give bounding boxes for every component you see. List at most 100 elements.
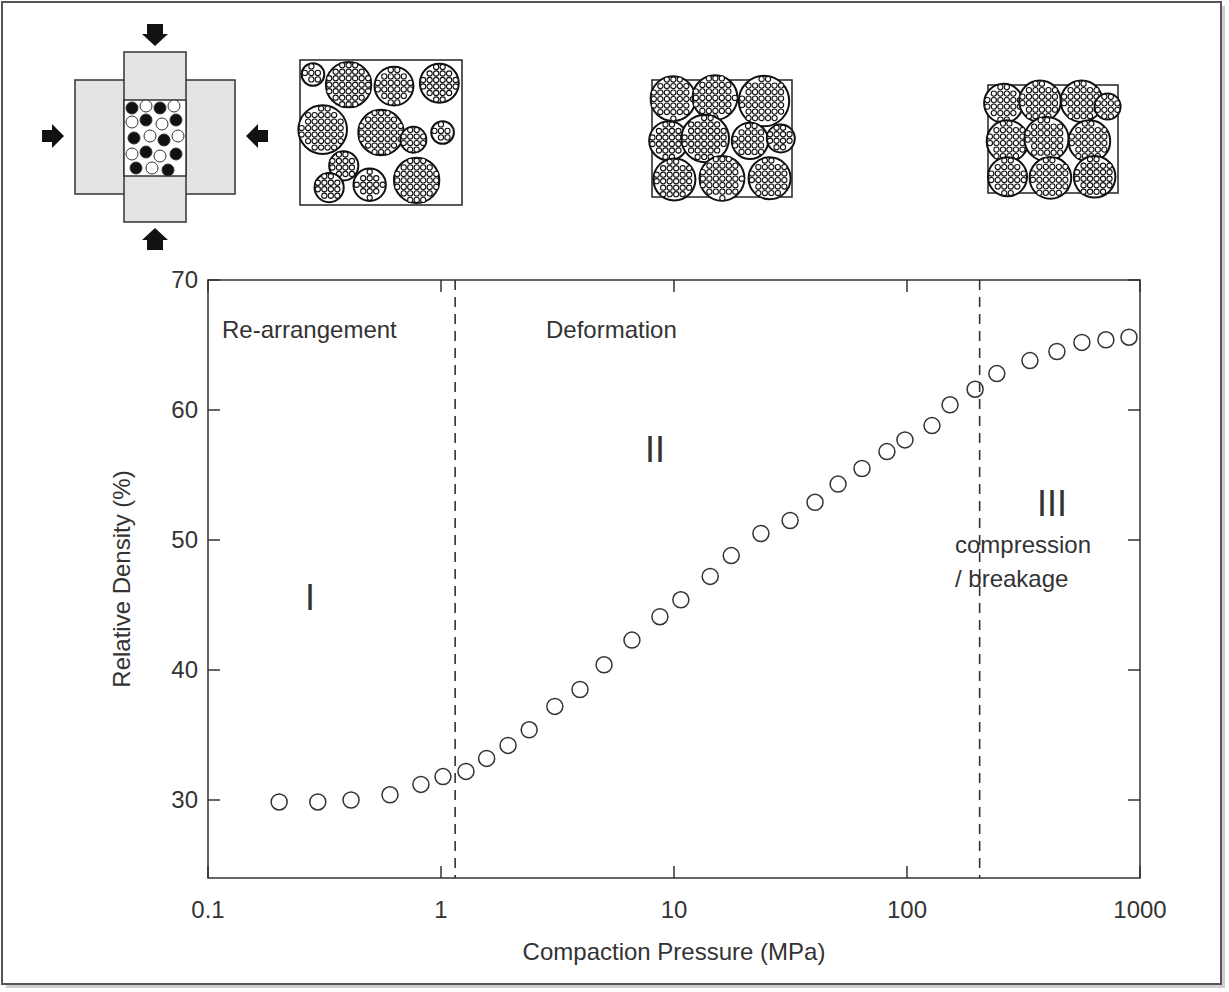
data-point: [1121, 329, 1137, 345]
data-point: [1098, 332, 1114, 348]
powder-particle: [170, 114, 182, 126]
data-point: [854, 461, 870, 477]
y-tick-label: 70: [171, 266, 198, 293]
x-tick-label: 0.1: [191, 896, 224, 923]
region-name: Re-arrangement: [222, 316, 397, 343]
granule: [651, 76, 696, 121]
x-tick-top: [440, 280, 442, 292]
powder-particle: [140, 114, 152, 126]
granule: [302, 63, 325, 86]
granule: [400, 127, 426, 153]
x-tick: [207, 866, 209, 878]
data-point: [521, 722, 537, 738]
arrow: [42, 124, 64, 148]
granule: [375, 67, 414, 106]
powder-particle: [168, 100, 180, 112]
powder-particle: [128, 132, 140, 144]
granule: [315, 173, 344, 202]
region-boundary: [454, 280, 456, 878]
x-tick-top: [673, 280, 675, 292]
region-name: Deformation: [546, 316, 677, 343]
y-tick-label: 30: [171, 786, 198, 813]
data-point: [1049, 344, 1065, 360]
x-tick-label: 10: [661, 896, 688, 923]
x-tick-label: 1: [434, 896, 447, 923]
illustrations: [42, 24, 1121, 250]
arrow: [142, 228, 168, 250]
y-tick: [208, 279, 220, 281]
x-tick-top: [207, 280, 209, 292]
data-point: [547, 698, 563, 714]
figure: 0.111010010003040506070Compaction Pressu…: [0, 0, 1229, 992]
region-numeral: I: [305, 577, 315, 618]
y-axis-title: Relative Density (%): [108, 470, 135, 687]
frame: [2, 2, 1221, 984]
powder-particle: [162, 164, 174, 176]
granule: [298, 105, 347, 154]
y-tick: [208, 669, 220, 671]
granule: [1095, 94, 1121, 120]
y-tick-label: 60: [171, 396, 198, 423]
powder-particle: [126, 116, 138, 128]
data-point: [310, 794, 326, 810]
y-tick-right: [1128, 799, 1140, 801]
granule: [653, 158, 695, 200]
data-point: [271, 794, 287, 810]
y-tick: [208, 799, 220, 801]
x-tick-top: [906, 280, 908, 292]
granule: [329, 151, 358, 180]
data-point: [1074, 334, 1090, 350]
data-point: [479, 750, 495, 766]
y-tick-right: [1128, 409, 1140, 411]
data-point: [942, 397, 958, 413]
granule: [353, 169, 385, 201]
region-numeral: III: [1037, 483, 1067, 524]
region-name: compression/ breakage: [955, 531, 1091, 592]
powder-particle: [126, 148, 138, 160]
data-point: [652, 609, 668, 625]
granule: [988, 157, 1027, 196]
die-vertical: [124, 52, 186, 222]
powder-particle: [140, 146, 152, 158]
granule: [732, 123, 768, 159]
data-point: [830, 476, 846, 492]
data-point: [782, 513, 798, 529]
granule: [431, 121, 454, 144]
powder-particle: [154, 102, 166, 114]
data-point: [924, 418, 940, 434]
y-tick-right: [1128, 669, 1140, 671]
powder-particle: [130, 162, 142, 174]
y-tick-right: [1128, 539, 1140, 541]
granule: [739, 76, 789, 126]
y-tick-right: [1128, 279, 1140, 281]
plot-frame: [208, 280, 1140, 878]
granule: [700, 156, 745, 201]
x-tick-label: 1000: [1113, 896, 1166, 923]
powder-particle: [140, 100, 152, 112]
data-point: [967, 381, 983, 397]
powder-particle: [156, 118, 168, 130]
granule: [1074, 156, 1116, 198]
y-tick-label: 50: [171, 526, 198, 553]
powder-particle: [158, 134, 170, 146]
series: [271, 329, 1137, 810]
y-tick: [208, 409, 220, 411]
data-point: [458, 763, 474, 779]
data-point: [879, 444, 895, 460]
data-point: [500, 737, 516, 753]
die-cavity: [124, 100, 186, 176]
granule: [420, 64, 459, 103]
data-point: [702, 568, 718, 584]
powder-particle: [170, 148, 182, 160]
data-point: [624, 632, 640, 648]
data-point: [753, 526, 769, 542]
powder-particle: [126, 102, 138, 114]
granule: [1019, 80, 1061, 122]
data-point: [807, 494, 823, 510]
data-point: [1022, 353, 1038, 369]
x-tick-label: 100: [887, 896, 927, 923]
data-point: [723, 548, 739, 564]
granule: [749, 157, 791, 199]
x-axis-title: Compaction Pressure (MPa): [523, 938, 826, 965]
granule: [1030, 157, 1072, 199]
